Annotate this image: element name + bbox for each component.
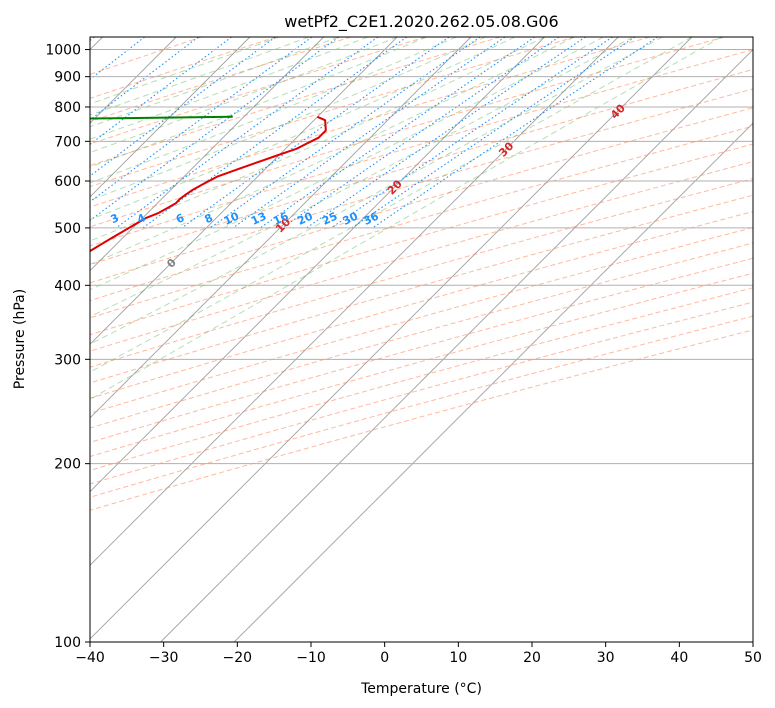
mixing-ratio-label: 30: [341, 209, 361, 227]
y-tick-label: 200: [54, 457, 81, 473]
moist-adiabat-line: [90, 37, 722, 400]
dry-adiabat-line: [90, 37, 725, 228]
y-tick-label: 1000: [45, 43, 81, 59]
mixing-ratio-label: 13: [249, 210, 268, 228]
plot-area: -100-90-80-70-60-50-40-30-20-10010203040…: [90, 37, 753, 642]
chart-title: wetPf2_C2E1.2020.262.05.08.G06: [284, 12, 558, 32]
mixing-ratio-label: 20: [295, 209, 315, 227]
mixing-ratio-label: 10: [222, 209, 242, 227]
y-tick-label: 100: [54, 635, 81, 651]
mixing-ratio-labels: 0.10.20.40.611.52346810131620253036: [108, 209, 381, 228]
moist-adiabat-line: [90, 37, 545, 242]
y-axis-label: Pressure (hPa): [12, 289, 28, 389]
mixing-ratio-line: [372, 37, 659, 229]
moist-adiabat-line: [90, 37, 663, 345]
y-tick-label: 500: [54, 221, 81, 237]
mixing-ratio-line: [181, 37, 450, 229]
dry-adiabat-line: [90, 107, 753, 302]
moist-adiabat-line: [90, 37, 398, 154]
mixing-ratio-line: [209, 37, 481, 229]
dry-adiabats: [90, 37, 753, 511]
dry-adiabat-line: [90, 287, 753, 471]
isotherm-gridline: [90, 37, 472, 419]
moist-adiabat-line: [90, 37, 575, 265]
dry-adiabat-line: [90, 68, 753, 266]
mixing-ratio-line: [90, 37, 339, 222]
dry-adiabat-line: [90, 329, 753, 511]
isotherm-gridline: [90, 37, 619, 566]
x-tick-label: −40: [75, 650, 105, 666]
dry-adiabat-line: [90, 161, 753, 352]
mixing-ratio-label: 16: [271, 209, 291, 227]
mixing-ratio-line: [90, 37, 199, 121]
mixing-ratio-line: [232, 37, 506, 229]
isotherm-gridline: [233, 122, 753, 642]
pressure-gridlines: [90, 49, 753, 642]
temperature-line: [90, 115, 327, 253]
dry-adiabat-line: [90, 272, 753, 458]
x-axis-label: Temperature (°C): [360, 681, 482, 697]
moist-adiabat-line: [90, 37, 604, 291]
mixing-ratio-line: [90, 37, 232, 146]
y-tick-label: 400: [54, 278, 81, 294]
y-tick-label: 300: [54, 352, 81, 368]
x-tick-label: 30: [597, 650, 615, 666]
dry-adiabat-line: [90, 301, 753, 485]
y-tick-label: 700: [54, 134, 81, 150]
x-tick-label: 20: [523, 650, 541, 666]
x-tick-label: −10: [296, 650, 326, 666]
x-axis-ticks: −40 −30 −20 −10 0 10 20 30 40 50: [75, 642, 762, 666]
dry-adiabat-line: [90, 257, 753, 443]
dry-adiabat-line: [90, 37, 576, 188]
isotherm-gridline: [160, 48, 753, 642]
x-tick-label: 40: [670, 650, 688, 666]
mixing-ratio-label: 25: [320, 210, 339, 228]
x-tick-label: −30: [149, 650, 179, 666]
mixing-ratio-line: [115, 37, 379, 229]
isotherm-gridline: [90, 37, 251, 198]
moist-adiabat-line: [90, 37, 368, 140]
isotherm-gridline: [90, 37, 324, 272]
mixing-ratio-lines: [90, 37, 659, 229]
mixing-ratio-line: [282, 37, 560, 229]
dry-adiabat-line: [90, 315, 753, 498]
dry-adiabat-line: [90, 125, 753, 319]
dry-adiabat-line: [90, 37, 351, 123]
isotherm-gridline: [90, 37, 693, 640]
isotherm-gridline: [90, 37, 398, 345]
mixing-ratio-label: 36: [361, 209, 381, 227]
y-tick-label: 900: [54, 70, 81, 86]
sounding-series: [90, 115, 327, 253]
x-tick-label: −20: [223, 650, 253, 666]
x-tick-label: 50: [744, 650, 762, 666]
dry-adiabat-line: [90, 242, 753, 429]
y-tick-label: 800: [54, 100, 81, 116]
y-tick-label: 600: [54, 174, 81, 190]
x-tick-label: 0: [380, 650, 389, 666]
mixing-ratio-line: [351, 37, 636, 229]
y-axis-ticks: 100 200 300 400 500 600 700 800 900 1000: [45, 43, 90, 651]
dry-adiabat-line: [90, 211, 753, 399]
moist-adiabat-line: [90, 37, 634, 318]
dry-adiabat-line: [90, 37, 501, 167]
dry-adiabat-line: [90, 226, 753, 414]
moist-adiabat-line: [90, 37, 516, 221]
x-tick-label: 10: [449, 650, 467, 666]
plot-frame: [89, 36, 754, 643]
